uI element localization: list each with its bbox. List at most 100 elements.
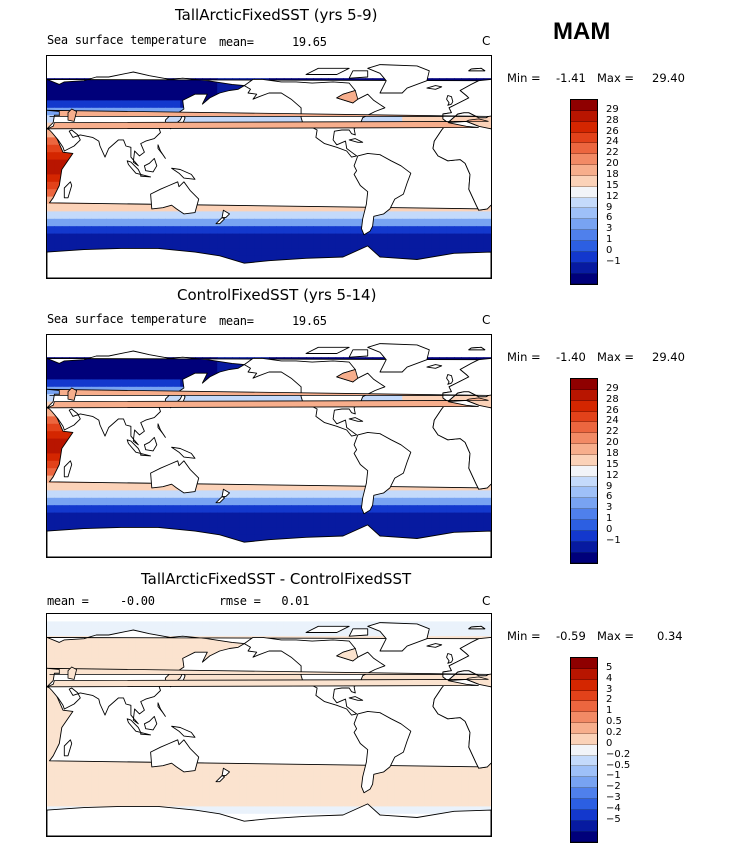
- panel-1-map: [46, 55, 492, 279]
- colorbar-tick-label: 9: [606, 201, 613, 213]
- colorbar-swatch: [571, 197, 597, 209]
- panel-2-min-value: -1.40: [556, 350, 586, 364]
- panel-1-mean-value: 19.65: [292, 35, 327, 49]
- colorbar-swatch: [571, 788, 597, 799]
- colorbar-swatch: [571, 755, 597, 767]
- colorbar-tick-label: 0: [606, 244, 613, 256]
- colorbar-swatch: [571, 110, 597, 122]
- panel-1-unit: C: [482, 34, 491, 48]
- colorbar-tick-label: 24: [606, 136, 619, 148]
- colorbar-swatch: [571, 723, 597, 734]
- colorbar-swatch: [571, 219, 597, 231]
- panel-3-rmse: rmse = 0.01: [219, 594, 310, 608]
- panel-2-field-label: Sea surface temperature: [47, 312, 207, 326]
- panel-3-max-value: 0.34: [657, 629, 683, 643]
- panel-2-min-label: Min =: [507, 350, 541, 364]
- panel-1-min-label: Min =: [507, 71, 541, 85]
- panel-2-max-label: Max =: [597, 350, 635, 364]
- colorbar-swatch: [571, 658, 597, 669]
- colorbar-swatch: [571, 766, 597, 778]
- colorbar-swatch: [571, 552, 597, 564]
- colorbar-tick-label: 20: [606, 437, 619, 449]
- colorbar-swatch: [571, 240, 597, 252]
- colorbar-swatch: [571, 509, 597, 520]
- colorbar-tick-label: 18: [606, 447, 619, 459]
- colorbar-swatch: [571, 175, 597, 187]
- panel-2-mean-value: 19.65: [292, 314, 327, 328]
- colorbar-swatch: [571, 143, 597, 155]
- colorbar-tick-label: −0.5: [606, 759, 631, 771]
- colorbar-tick-label: 15: [606, 179, 619, 191]
- colorbar-swatch: [571, 701, 597, 713]
- colorbar-swatch: [571, 744, 597, 756]
- colorbar-tick-label: 6: [606, 212, 613, 224]
- colorbar-swatch: [571, 690, 597, 702]
- panel-3-colorbar: [570, 657, 598, 843]
- panel-3-mean-value: -0.00: [120, 594, 155, 608]
- colorbar-swatch: [571, 422, 597, 434]
- panel-3-max-label: Max =: [597, 629, 635, 643]
- colorbar-tick-label: 0: [606, 523, 613, 535]
- panel-2-colorbar: [570, 378, 598, 565]
- panel-3-title: TallArcticFixedSST - ControlFixedSST: [141, 570, 412, 588]
- colorbar-tick-label: 28: [606, 114, 619, 126]
- colorbar-tick-label: 3: [606, 683, 613, 695]
- colorbar-tick-label: 3: [606, 223, 613, 235]
- colorbar-swatch: [571, 498, 597, 510]
- colorbar-swatch: [571, 433, 597, 445]
- colorbar-swatch: [571, 454, 597, 466]
- panel-1-colorbar: [570, 99, 598, 286]
- colorbar-tick-label: 3: [606, 502, 613, 514]
- colorbar-swatch: [571, 186, 597, 198]
- colorbar-swatch: [571, 712, 597, 724]
- colorbar-tick-label: 26: [606, 125, 619, 137]
- panel-3-mean-label: mean =: [47, 594, 89, 608]
- colorbar-swatch: [571, 230, 597, 241]
- colorbar-swatch: [571, 465, 597, 477]
- colorbar-tick-label: −2: [606, 781, 621, 793]
- colorbar-swatch: [571, 487, 597, 499]
- colorbar-tick-label: 20: [606, 158, 619, 170]
- colorbar-swatch: [571, 132, 597, 144]
- panel-2-map: [46, 334, 492, 558]
- colorbar-tick-label: 29: [606, 103, 619, 115]
- colorbar-tick-label: 6: [606, 491, 613, 503]
- colorbar-tick-label: −1: [606, 770, 621, 782]
- panel-2-mean-label: mean=: [219, 314, 254, 328]
- colorbar-tick-label: 12: [606, 469, 619, 481]
- colorbar-swatch: [571, 208, 597, 220]
- colorbar-tick-label: 22: [606, 147, 619, 159]
- season-label: MAM: [553, 18, 611, 45]
- colorbar-tick-label: −5: [606, 813, 621, 825]
- colorbar-swatch: [571, 831, 597, 843]
- colorbar-swatch: [571, 798, 597, 810]
- colorbar-swatch: [571, 444, 597, 455]
- panel-1-min-value: -1.41: [556, 71, 586, 85]
- colorbar-tick-label: 0.2: [606, 726, 622, 738]
- colorbar-tick-label: 1: [606, 705, 613, 717]
- colorbar-swatch: [571, 251, 597, 263]
- colorbar-tick-label: 28: [606, 393, 619, 405]
- colorbar-tick-label: 0.5: [606, 716, 622, 728]
- colorbar-tick-label: −4: [606, 802, 621, 814]
- colorbar-swatch: [571, 519, 597, 531]
- panel-1-field-label: Sea surface temperature: [47, 33, 207, 47]
- panel-1-max-label: Max =: [597, 71, 635, 85]
- colorbar-tick-label: −0.2: [606, 748, 631, 760]
- colorbar-tick-label: 5: [606, 661, 613, 673]
- colorbar-swatch: [571, 379, 597, 390]
- colorbar-swatch: [571, 273, 597, 285]
- panel-2-unit: C: [482, 313, 491, 327]
- colorbar-tick-label: −1: [606, 534, 621, 546]
- colorbar-tick-label: −3: [606, 792, 621, 804]
- colorbar-tick-label: 29: [606, 382, 619, 394]
- colorbar-tick-label: 22: [606, 426, 619, 438]
- panel-3-unit: C: [482, 594, 491, 608]
- colorbar-swatch: [571, 541, 597, 553]
- colorbar-swatch: [571, 668, 597, 680]
- colorbar-swatch: [571, 777, 597, 789]
- colorbar-swatch: [571, 820, 597, 832]
- colorbar-tick-label: 0: [606, 737, 613, 749]
- colorbar-tick-label: 4: [606, 672, 613, 684]
- panel-3-map: [46, 613, 492, 837]
